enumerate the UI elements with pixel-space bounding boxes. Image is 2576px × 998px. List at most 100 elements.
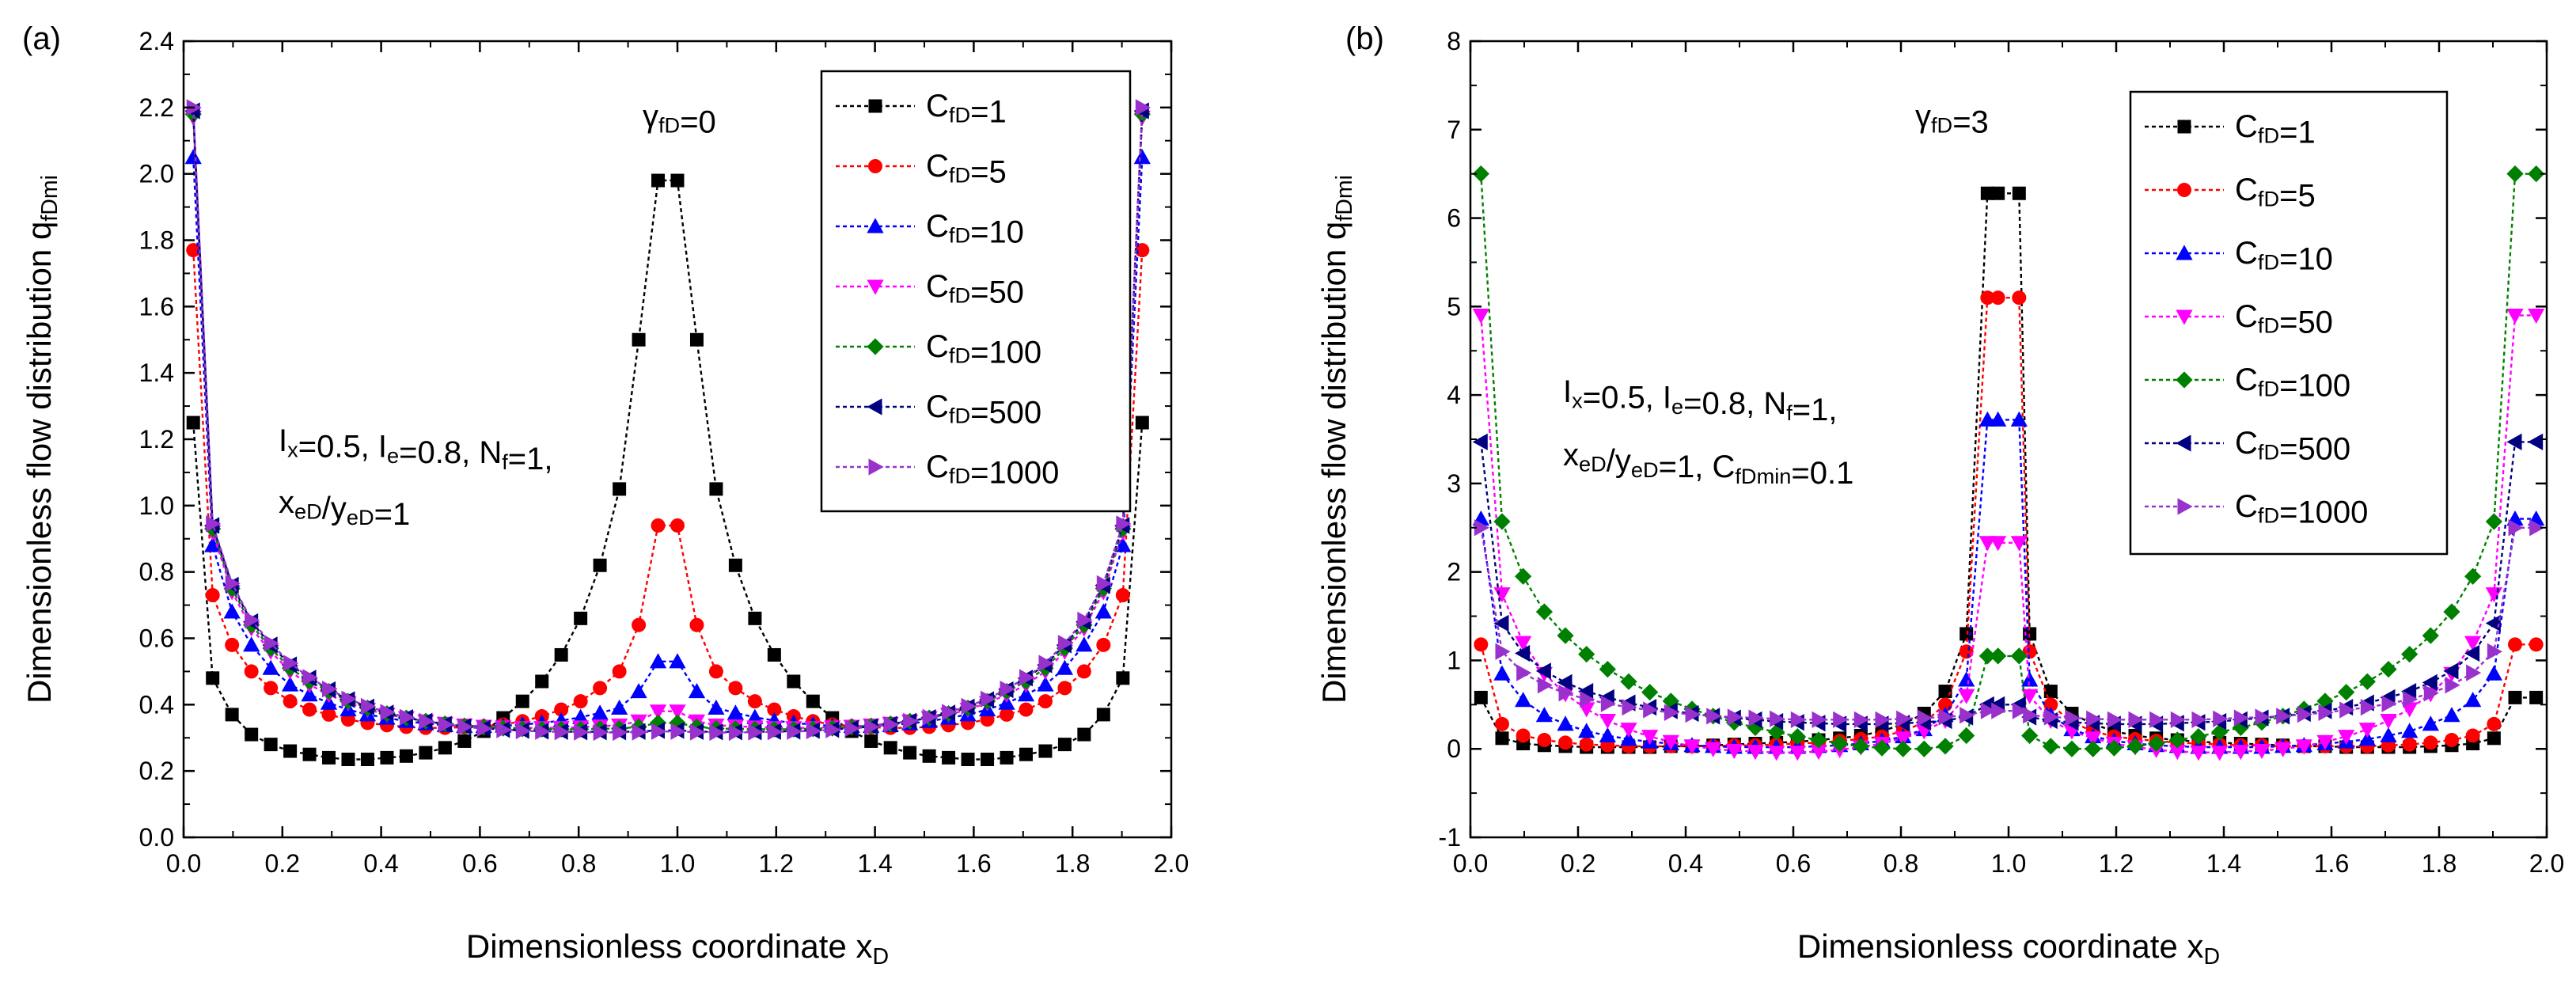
data-point — [2065, 709, 2081, 727]
data-point — [1038, 655, 1054, 672]
data-point — [825, 721, 841, 738]
x-tick-label: 1.6 — [956, 849, 991, 878]
x-tick-label: 1.4 — [2206, 849, 2241, 878]
params-annotation-line1: Ix=0.5, Ie=0.8, Nf=1, — [279, 423, 553, 476]
x-tick-label: 0.4 — [1668, 849, 1703, 878]
data-point — [2107, 711, 2123, 728]
data-point — [2464, 644, 2480, 662]
data-point — [2295, 739, 2312, 755]
legend-box — [820, 70, 1132, 513]
data-point — [225, 637, 240, 652]
data-point — [1768, 746, 1785, 761]
legend-entry: CfD=50 — [2235, 299, 2333, 340]
data-point — [2338, 730, 2355, 746]
data-point — [709, 723, 725, 742]
data-point — [651, 518, 666, 533]
data-point — [2381, 695, 2397, 712]
data-point — [244, 664, 259, 679]
data-point — [264, 681, 279, 696]
x-tick-label: 0.6 — [1776, 849, 1811, 878]
data-point — [2063, 740, 2081, 757]
x-tick-label: 0.6 — [462, 849, 497, 878]
data-point — [1076, 664, 1091, 679]
y-tick-label: 2.4 — [139, 27, 174, 55]
x-tick-label: 0.0 — [166, 849, 201, 878]
data-point — [1875, 711, 1891, 728]
series-line-4 — [1480, 173, 2536, 750]
data-point — [2402, 737, 2417, 752]
y-axis-label: Dimensionless flow distribution qfDmi — [21, 175, 63, 704]
data-point — [1958, 689, 1975, 704]
data-point — [1664, 704, 1679, 722]
data-point — [360, 752, 374, 766]
data-point — [1789, 746, 1806, 761]
data-point — [554, 702, 569, 717]
data-point — [922, 708, 938, 726]
data-point — [1472, 309, 1489, 324]
data-point — [1493, 587, 1511, 603]
data-point — [1558, 735, 1573, 750]
data-point — [301, 686, 318, 702]
data-point — [2010, 536, 2028, 552]
data-point — [1537, 677, 1553, 694]
data-point — [322, 750, 336, 765]
legend-entry: CfD=10 — [2235, 236, 2333, 277]
data-point — [1641, 684, 1659, 701]
data-point — [593, 558, 607, 572]
x-tick-label: 1.8 — [2422, 849, 2456, 878]
series-line-0 — [1480, 192, 2536, 749]
data-point — [1515, 644, 1531, 662]
legend: CfD=1 CfD=5 CfD=10 CfD=50 CfD=100 CfD=500 CfD=… — [820, 70, 1132, 513]
data-point — [496, 721, 512, 738]
data-point — [2487, 731, 2501, 746]
data-point — [2529, 519, 2545, 537]
data-point — [787, 674, 801, 689]
data-point — [1958, 671, 1975, 687]
data-point — [245, 727, 259, 742]
data-point — [2170, 711, 2186, 728]
legend-entry: CfD=1 — [926, 89, 1007, 130]
legend-marker — [867, 398, 882, 416]
data-point — [2464, 567, 2482, 585]
data-point — [281, 676, 299, 692]
data-point — [1135, 99, 1151, 116]
data-point — [2528, 309, 2545, 324]
data-point — [1991, 702, 2007, 719]
data-point — [1578, 682, 1594, 700]
data-point — [2149, 711, 2165, 728]
data-point — [2274, 742, 2292, 757]
data-point — [1557, 674, 1573, 692]
data-point — [2012, 186, 2026, 200]
data-point — [2338, 684, 2355, 701]
x-tick-label: 1.0 — [1991, 849, 2026, 878]
data-point — [206, 671, 220, 685]
data-point — [981, 752, 995, 766]
data-point — [1096, 637, 1111, 652]
data-point — [1057, 635, 1074, 652]
data-point — [399, 708, 415, 726]
data-point — [535, 723, 551, 740]
data-point — [1038, 744, 1053, 758]
data-point — [283, 694, 298, 709]
data-point — [630, 682, 647, 699]
data-point — [1056, 659, 1074, 675]
data-point — [1895, 740, 1912, 757]
legend-entry: CfD=50 — [926, 269, 1024, 310]
x-tick-label: 2.0 — [2529, 849, 2564, 878]
data-point — [1620, 723, 1637, 738]
data-point — [1938, 708, 1954, 726]
panel-label: (b) — [1345, 21, 1384, 56]
data-point — [2464, 692, 2482, 708]
data-point — [1641, 730, 1659, 746]
data-point — [321, 707, 336, 722]
data-point — [2443, 603, 2460, 620]
data-point — [1017, 686, 1035, 702]
data-point — [670, 723, 686, 740]
data-point — [2085, 731, 2102, 747]
data-point — [1990, 411, 2007, 427]
data-point — [593, 681, 608, 696]
x-tick-label: 0.4 — [363, 849, 398, 878]
data-point — [2445, 677, 2460, 694]
data-point — [1557, 627, 1574, 644]
data-point — [1557, 715, 1574, 731]
